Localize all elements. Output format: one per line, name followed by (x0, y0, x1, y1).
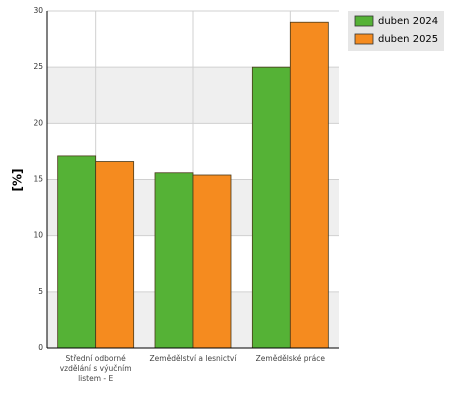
legend-label: duben 2024 (378, 16, 438, 27)
bar (251, 66, 291, 349)
bar (192, 174, 232, 349)
y-tick-label: 15 (33, 175, 43, 184)
y-tick-label: 20 (33, 118, 43, 127)
y-tick-label: 25 (33, 62, 43, 71)
x-tick-label-box: Zemědělské práce (255, 354, 325, 363)
y-axis-label: [%] (11, 169, 25, 192)
y-tick-label: 30 (33, 6, 43, 15)
bar (289, 21, 329, 349)
x-tick-label: Zemědělství a lesnictví (149, 354, 237, 363)
y-tick-label: 5 (38, 287, 43, 296)
bar (57, 155, 97, 349)
legend-swatch (354, 33, 374, 45)
x-tick-label: Zemědělské práce (255, 354, 325, 363)
x-tick-label-box: Střední odborné vzdělání s výučním liste… (59, 354, 132, 383)
bar (154, 172, 194, 349)
y-tick-label: 10 (33, 231, 43, 240)
legend-label: duben 2025 (378, 34, 438, 45)
x-tick-label-box: Zemědělství a lesnictví (149, 354, 237, 363)
y-tick-label: 0 (38, 343, 43, 352)
x-tick-label: Střední odborné vzdělání s výučním liste… (59, 354, 132, 383)
legend-swatch (354, 15, 374, 27)
bar (95, 161, 135, 349)
